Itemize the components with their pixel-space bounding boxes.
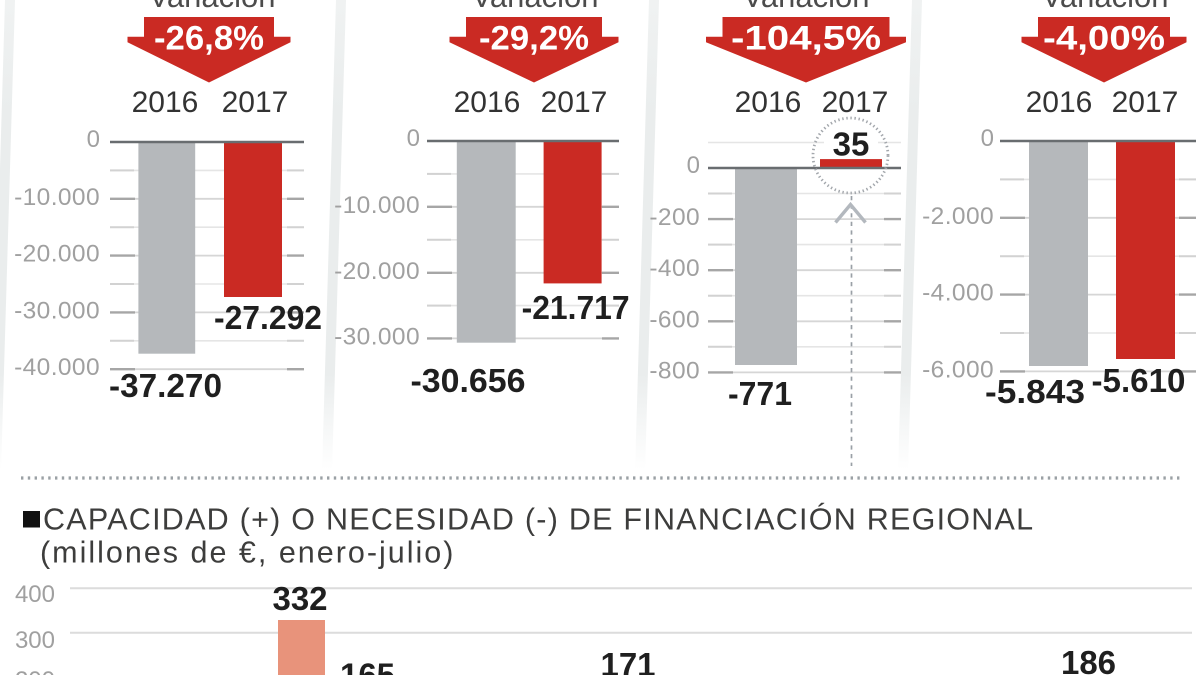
svg-text:186: 186 — [1061, 644, 1116, 675]
svg-text:0: 0 — [87, 126, 100, 153]
svg-text:(millones de €, enero-julio): (millones de €, enero-julio) — [40, 536, 455, 570]
svg-text:-26,8%: -26,8% — [154, 20, 264, 58]
svg-text:35: 35 — [833, 126, 870, 163]
svg-text:-4.000: -4.000 — [922, 280, 994, 307]
svg-text:-5.843: -5.843 — [985, 373, 1085, 410]
svg-text:2016: 2016 — [1026, 86, 1093, 119]
svg-text:2017: 2017 — [1112, 86, 1179, 119]
svg-text:Variación: Variación — [149, 0, 276, 14]
svg-text:165: 165 — [340, 657, 395, 676]
svg-text:-29,2%: -29,2% — [479, 20, 589, 58]
svg-text:2016: 2016 — [735, 86, 802, 119]
svg-text:-4,00%: -4,00% — [1043, 20, 1165, 58]
svg-text:-21.717: -21.717 — [522, 289, 630, 326]
svg-text:2017: 2017 — [822, 86, 889, 119]
svg-text:-30.656: -30.656 — [411, 362, 526, 399]
svg-text:-6.000: -6.000 — [922, 356, 994, 383]
svg-text:171: 171 — [600, 646, 655, 675]
svg-text:2017: 2017 — [222, 86, 289, 119]
svg-text:2017: 2017 — [541, 86, 608, 119]
svg-text:0: 0 — [407, 125, 420, 152]
svg-text:Variación: Variación — [1042, 0, 1169, 14]
svg-text:-20.000: -20.000 — [14, 241, 100, 268]
svg-text:-400: -400 — [649, 255, 700, 282]
svg-text:400: 400 — [15, 581, 55, 608]
svg-text:-2.000: -2.000 — [922, 203, 994, 230]
svg-text:0: 0 — [981, 125, 994, 152]
svg-text:-30.000: -30.000 — [334, 323, 420, 350]
svg-text:2016: 2016 — [132, 86, 199, 119]
svg-text:2016: 2016 — [454, 86, 521, 119]
svg-text:-27.292: -27.292 — [214, 299, 322, 336]
svg-text:0: 0 — [687, 152, 700, 179]
svg-text:-771: -771 — [728, 375, 792, 412]
svg-text:-30.000: -30.000 — [14, 297, 100, 324]
svg-text:-10.000: -10.000 — [334, 192, 420, 219]
svg-text:-10.000: -10.000 — [14, 184, 100, 211]
svg-text:-104,5%: -104,5% — [731, 20, 881, 58]
svg-text:-800: -800 — [649, 357, 700, 384]
svg-text:200: 200 — [15, 667, 55, 675]
svg-text:Variación: Variación — [472, 0, 599, 14]
svg-text:Variación: Variación — [743, 0, 870, 14]
svg-text:-20.000: -20.000 — [334, 258, 420, 285]
svg-text:300: 300 — [15, 627, 55, 654]
svg-text:332: 332 — [272, 580, 327, 617]
svg-text:-200: -200 — [649, 204, 700, 231]
svg-text:CAPACIDAD (+) O NECESIDAD (-): CAPACIDAD (+) O NECESIDAD (-) DE FINANCI… — [43, 502, 1034, 537]
svg-text:-37.270: -37.270 — [109, 367, 222, 404]
svg-text:-5.610: -5.610 — [1092, 362, 1186, 399]
svg-text:-600: -600 — [649, 306, 700, 333]
svg-text:-40.000: -40.000 — [14, 354, 100, 381]
